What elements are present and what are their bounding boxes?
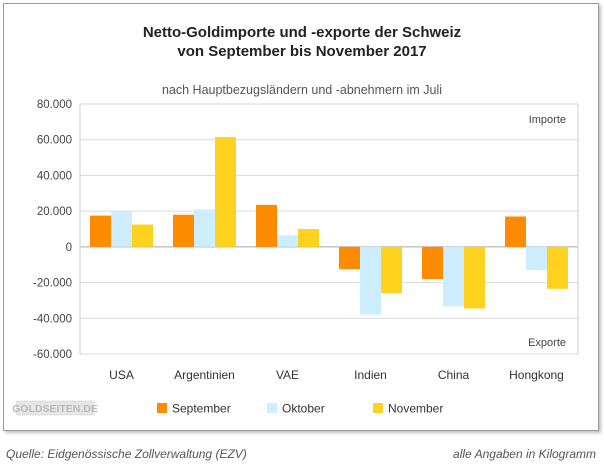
bar-november-hongkong [547, 246, 568, 289]
bar-november-argentinien [215, 137, 236, 247]
y-tick-label: 60.000 [37, 135, 72, 147]
x-category-label: USA [109, 368, 134, 382]
logo-text: GOLDSEITEN.DE [12, 403, 98, 415]
bar-september-argentinien [173, 214, 194, 247]
legend-swatch-oktober [267, 403, 277, 413]
y-tick-label: 80.000 [37, 99, 72, 111]
x-category-label: VAE [276, 368, 299, 382]
bar-oktober-indien [360, 246, 381, 315]
chart-subtitle: nach Hauptbezugsländern und -abnehmern i… [162, 83, 442, 97]
x-category-label: Argentinien [174, 368, 235, 382]
x-category-label: Indien [354, 368, 387, 382]
legend-swatch-november [373, 403, 383, 413]
chart-title-line1: Netto-Goldimporte und -exporte der Schwe… [143, 24, 461, 41]
legend-label-oktober: Oktober [282, 402, 325, 416]
bar-september-indien [339, 246, 360, 270]
bar-september-hongkong [505, 216, 526, 247]
y-tick-label: 0 [66, 242, 72, 254]
bar-september-vae [256, 204, 277, 247]
goldseiten-logo: GOLDSEITEN.DE [12, 400, 98, 416]
bar-september-usa [90, 215, 111, 247]
chart-canvas: Netto-Goldimporte und -exporte der Schwe… [12, 24, 579, 416]
chart-title-line2: von September bis November 2017 [177, 43, 426, 60]
annotation-exporte: Exporte [528, 337, 566, 349]
legend-label-november: November [388, 402, 443, 416]
x-category-label: China [438, 368, 470, 382]
y-tick-label: -20.000 [33, 278, 72, 290]
bar-november-vae [298, 229, 319, 247]
bar-november-indien [381, 246, 402, 294]
chart-frame: Netto-Goldimporte und -exporte der Schwe… [3, 3, 599, 431]
units-note: alle Angaben in Kilogramm [453, 447, 596, 461]
bar-oktober-vae [277, 235, 298, 247]
bar-november-usa [132, 224, 153, 247]
x-category-label: Hongkong [509, 368, 564, 382]
bar-september-china [422, 246, 443, 279]
bar-oktober-china [443, 246, 464, 307]
legend-swatch-september [157, 403, 167, 413]
y-tick-label: 20.000 [37, 206, 72, 218]
y-tick-label: -60.000 [33, 349, 72, 361]
bar-oktober-hongkong [526, 246, 547, 271]
legend-label-september: September [172, 402, 231, 416]
bar-oktober-argentinien [194, 209, 215, 247]
bar-november-china [464, 246, 485, 309]
y-tick-label: -40.000 [33, 313, 72, 325]
source-note: Quelle: Eidgenössische Zollverwaltung (E… [6, 447, 247, 461]
bar-oktober-usa [111, 211, 132, 247]
y-tick-label: 40.000 [37, 170, 72, 182]
annotation-importe: Importe [529, 114, 566, 126]
